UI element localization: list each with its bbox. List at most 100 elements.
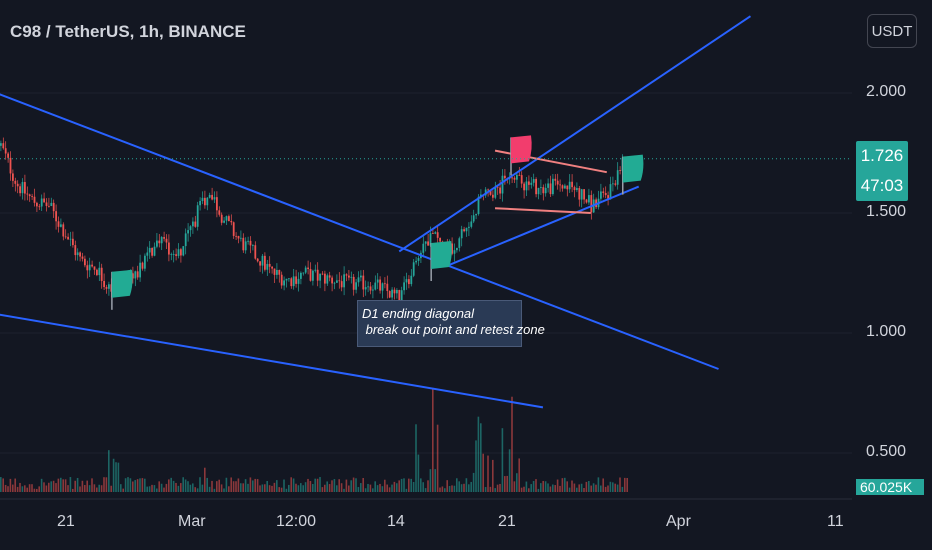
volume-bar: [148, 486, 151, 492]
time-axis-label: 12:00: [276, 513, 317, 530]
volume-bar: [518, 458, 520, 492]
candle-body: [48, 205, 50, 207]
flag-red-icon[interactable]: [511, 135, 532, 164]
candle-body: [249, 240, 252, 246]
annotation-box[interactable]: D1 ending diagonal break out point and r…: [357, 300, 545, 347]
volume-bar: [105, 477, 108, 492]
candle-body: [98, 267, 101, 276]
volume-bar: [206, 477, 208, 492]
volume-bar: [496, 484, 499, 492]
volume-bar: [487, 455, 489, 492]
candle-body: [228, 216, 230, 221]
candle-body: [26, 193, 29, 195]
volume-bar: [580, 483, 583, 492]
flags[interactable]: [111, 135, 644, 310]
flag-green-icon[interactable]: [622, 154, 644, 183]
candle-body: [415, 260, 417, 263]
volume-bar: [549, 486, 552, 492]
candle-body: [496, 186, 499, 188]
volume-bar: [513, 481, 516, 492]
candle-body: [230, 220, 233, 223]
trendline[interactable]: [446, 185, 640, 267]
annotation-line-1: D1 ending diagonal: [362, 306, 475, 321]
candle-body: [609, 184, 612, 200]
volume-bar: [458, 481, 460, 492]
candle-body: [614, 183, 617, 185]
volume-bar: [312, 484, 314, 492]
candle-body: [336, 280, 338, 283]
volume-bar: [556, 479, 559, 492]
candle-body: [552, 178, 554, 195]
candle-body: [105, 287, 108, 289]
volume-bar: [429, 469, 432, 492]
flag-green-icon[interactable]: [431, 241, 452, 269]
volume-bar: [204, 467, 206, 492]
volume-bar: [602, 478, 604, 492]
volume-bar: [31, 484, 33, 492]
trendline[interactable]: [0, 307, 544, 409]
candle-body: [564, 185, 566, 189]
candle-body: [304, 267, 307, 273]
trendlines[interactable]: [0, 15, 752, 409]
volume-bar: [112, 458, 115, 492]
candle-body: [302, 272, 305, 274]
volume-bar: [364, 488, 367, 492]
volume-bar: [52, 480, 55, 492]
candle-body: [43, 198, 45, 203]
volume-bar: [619, 477, 621, 492]
candle-body: [619, 170, 621, 172]
trendline[interactable]: [0, 76, 719, 370]
volume-bar: [93, 484, 96, 492]
volume-bar: [420, 478, 422, 492]
candle-body: [429, 233, 432, 246]
volume-bar: [278, 487, 280, 492]
candle-body: [172, 254, 175, 256]
volume-bar: [559, 485, 561, 492]
volume-bar: [184, 479, 187, 492]
candles: [0, 137, 629, 312]
candle-body: [583, 189, 585, 200]
currency-button[interactable]: USDT: [867, 14, 917, 48]
candle-body: [520, 175, 523, 184]
volume-bar: [415, 424, 417, 492]
candle-body: [307, 267, 309, 270]
flag-green-icon[interactable]: [111, 269, 133, 298]
candle-body: [208, 194, 211, 198]
volume-bar: [451, 485, 453, 492]
volume-bar: [583, 487, 585, 492]
last-volume-tag: 60.025K: [856, 479, 924, 495]
candle-body: [36, 202, 38, 207]
trendline[interactable]: [494, 207, 591, 214]
time-axis-label: 21: [498, 513, 516, 530]
candle-body: [436, 232, 439, 238]
candle-body: [379, 279, 381, 291]
candle-body: [288, 278, 290, 280]
candle-body: [33, 196, 36, 203]
candle-body: [544, 187, 547, 194]
candle-body: [468, 226, 470, 228]
volume-bar: [439, 487, 441, 492]
volume-bar: [626, 478, 628, 492]
volume-bar: [139, 478, 141, 492]
candle-body: [7, 153, 9, 158]
candle-body: [108, 284, 110, 289]
candle-body: [242, 237, 245, 251]
candle-body: [38, 206, 41, 208]
volume-bar: [235, 481, 237, 492]
candle-body: [64, 236, 67, 238]
volume-bar: [307, 478, 309, 492]
volume-bar: [2, 478, 4, 492]
volume-bar: [127, 477, 129, 492]
candle-body: [199, 200, 201, 206]
volume-bar: [40, 478, 43, 492]
candle-body: [350, 276, 353, 278]
volume-bar: [28, 484, 31, 492]
volume-bar: [592, 483, 595, 492]
candle-body: [91, 264, 93, 267]
trendline[interactable]: [398, 15, 752, 253]
volume-bar: [482, 453, 484, 492]
volume-bar: [295, 483, 297, 492]
volume-bar: [432, 387, 434, 492]
volume-bar: [480, 423, 482, 492]
